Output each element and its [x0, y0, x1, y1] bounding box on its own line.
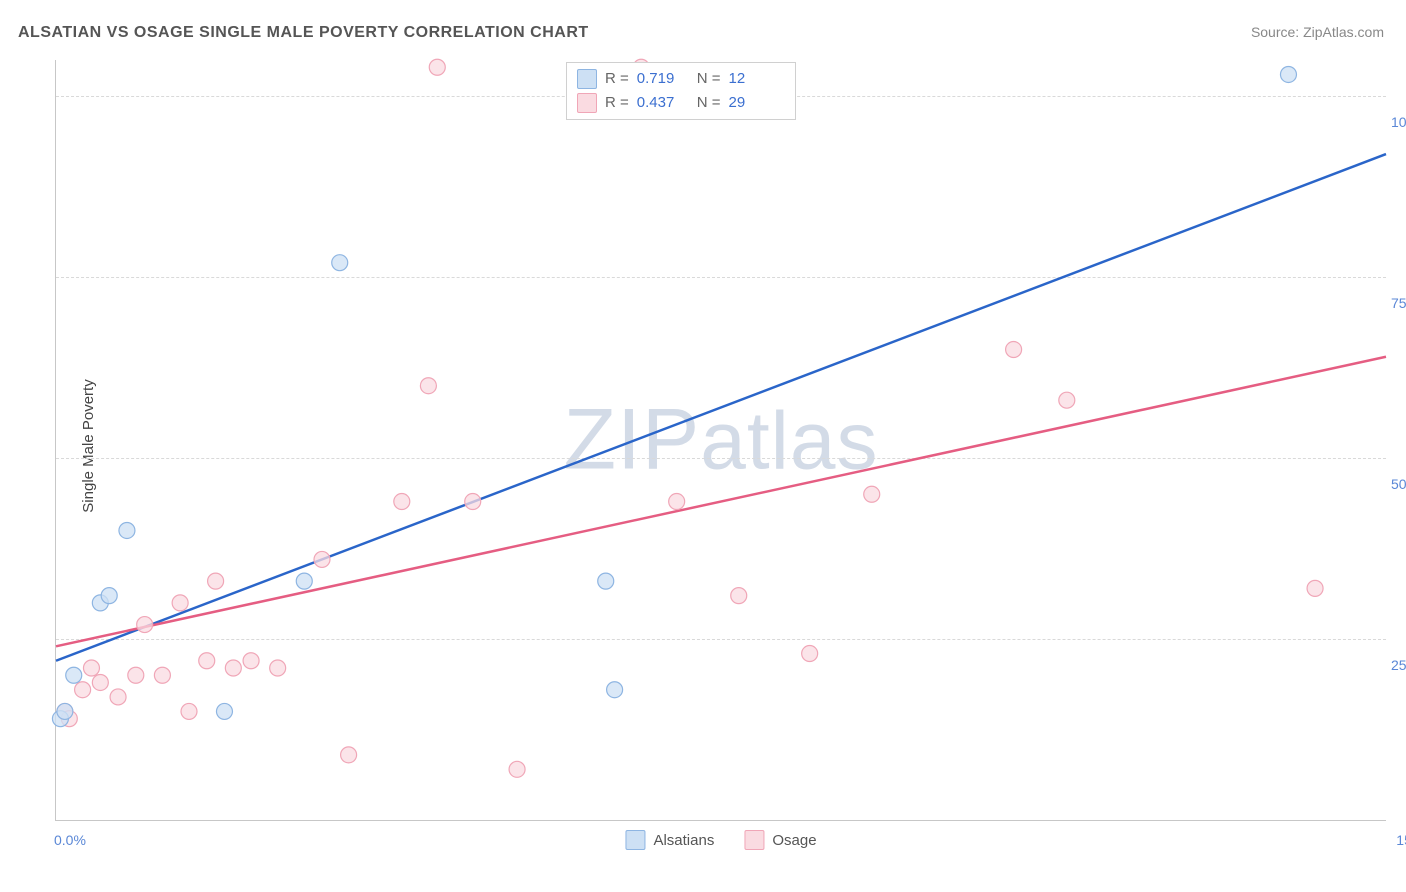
- x-tick-min: 0.0%: [54, 832, 86, 848]
- chart-title: ALSATIAN VS OSAGE SINGLE MALE POVERTY CO…: [18, 24, 589, 42]
- data-point: [864, 486, 880, 502]
- osage-r-value: 0.437: [637, 91, 689, 115]
- bottom-legend: Alsatians Osage: [625, 830, 816, 850]
- data-point: [1307, 580, 1323, 596]
- data-point: [1280, 66, 1296, 82]
- scatter-svg: [56, 60, 1386, 820]
- data-point: [296, 573, 312, 589]
- alsatians-swatch-icon: [625, 830, 645, 850]
- data-point: [92, 674, 108, 690]
- data-point: [57, 703, 73, 719]
- data-point: [225, 660, 241, 676]
- legend-stats-box: R = 0.719 N = 12 R = 0.437 N = 29: [566, 62, 796, 120]
- data-point: [199, 653, 215, 669]
- data-point: [137, 617, 153, 633]
- source-label: Source: ZipAtlas.com: [1251, 24, 1384, 40]
- y-tick-label: 75.0%: [1391, 295, 1406, 311]
- r-label: R =: [605, 67, 629, 91]
- legend-row-alsatians: R = 0.719 N = 12: [577, 67, 781, 91]
- legend-item-alsatians: Alsatians: [625, 830, 714, 850]
- data-point: [128, 667, 144, 683]
- data-point: [83, 660, 99, 676]
- data-point: [341, 747, 357, 763]
- data-point: [1006, 342, 1022, 358]
- osage-swatch-icon: [577, 93, 597, 113]
- data-point: [314, 551, 330, 567]
- n-label: N =: [697, 67, 721, 91]
- alsatians-n-value: 12: [729, 67, 781, 91]
- data-point: [154, 667, 170, 683]
- plot-area: ZIPatlas 25.0%50.0%75.0%100.0% R = 0.719…: [55, 60, 1386, 821]
- data-point: [598, 573, 614, 589]
- y-tick-label: 50.0%: [1391, 476, 1406, 492]
- data-point: [243, 653, 259, 669]
- data-point: [731, 588, 747, 604]
- data-point: [110, 689, 126, 705]
- x-tick-max: 15.0%: [1396, 832, 1406, 848]
- data-point: [394, 494, 410, 510]
- osage-n-value: 29: [729, 91, 781, 115]
- data-point: [509, 761, 525, 777]
- data-point: [669, 494, 685, 510]
- data-point: [66, 667, 82, 683]
- y-tick-label: 25.0%: [1391, 657, 1406, 673]
- osage-swatch-icon: [744, 830, 764, 850]
- y-tick-label: 100.0%: [1391, 114, 1406, 130]
- n-label: N =: [697, 91, 721, 115]
- data-point: [181, 703, 197, 719]
- r-label: R =: [605, 91, 629, 115]
- data-point: [420, 378, 436, 394]
- data-point: [119, 522, 135, 538]
- data-point: [172, 595, 188, 611]
- data-point: [465, 494, 481, 510]
- data-point: [270, 660, 286, 676]
- alsatians-label: Alsatians: [653, 832, 714, 849]
- alsatians-swatch-icon: [577, 69, 597, 89]
- data-point: [101, 588, 117, 604]
- data-point: [802, 646, 818, 662]
- legend-row-osage: R = 0.437 N = 29: [577, 91, 781, 115]
- data-point: [75, 682, 91, 698]
- data-point: [208, 573, 224, 589]
- data-point: [332, 255, 348, 271]
- osage-label: Osage: [772, 832, 816, 849]
- legend-item-osage: Osage: [744, 830, 816, 850]
- data-point: [607, 682, 623, 698]
- data-point: [1059, 392, 1075, 408]
- data-point: [429, 59, 445, 75]
- alsatians-r-value: 0.719: [637, 67, 689, 91]
- chart-container: ALSATIAN VS OSAGE SINGLE MALE POVERTY CO…: [0, 0, 1406, 892]
- trend-line: [56, 357, 1386, 647]
- data-point: [216, 703, 232, 719]
- trend-line: [56, 154, 1386, 661]
